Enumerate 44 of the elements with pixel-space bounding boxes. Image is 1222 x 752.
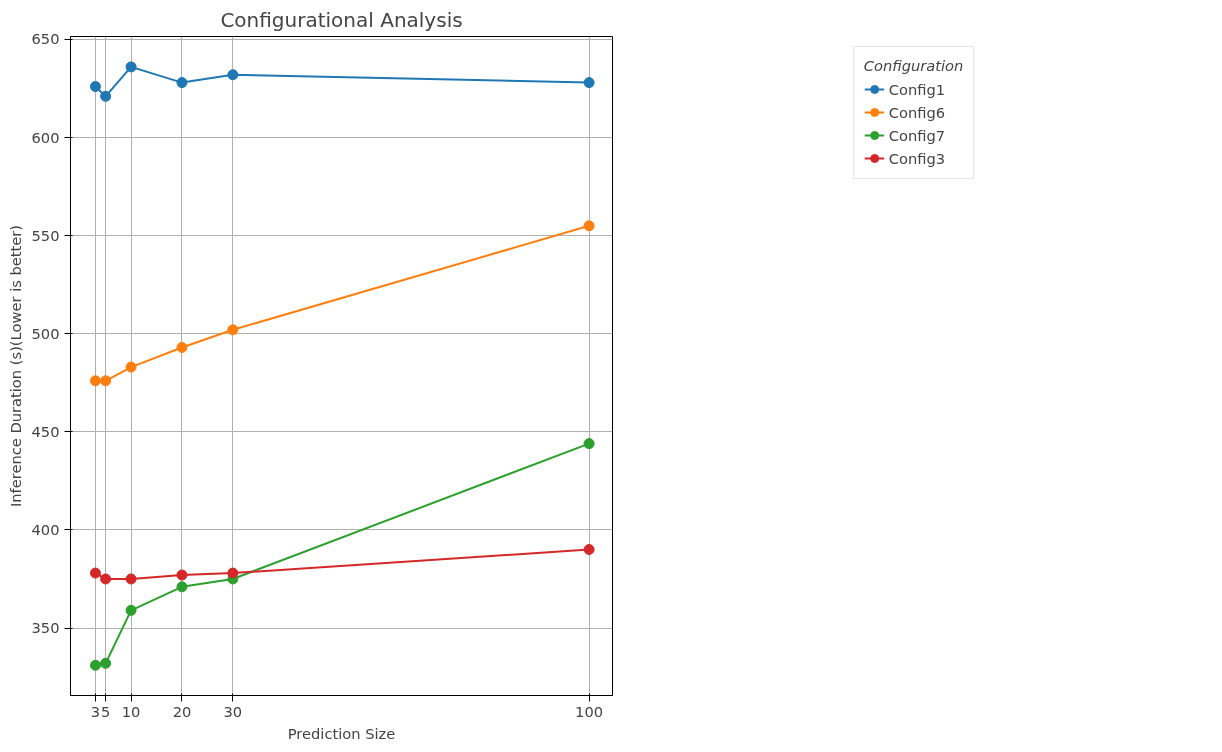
legend-label: Config1 — [888, 80, 946, 98]
point — [176, 581, 188, 593]
y-tick-label: 650 — [31, 30, 60, 48]
point — [125, 604, 137, 616]
x-tick-label: 3 — [90, 702, 101, 720]
point — [583, 220, 595, 232]
point — [583, 77, 595, 89]
point — [100, 90, 112, 102]
legend-label: Config3 — [888, 149, 946, 167]
point — [583, 438, 595, 450]
x-tick-label: 10 — [121, 702, 141, 720]
x-tick-label: 20 — [172, 702, 192, 720]
point — [227, 324, 239, 336]
point — [89, 659, 101, 671]
point — [125, 61, 137, 73]
legend-title: Configuration — [863, 57, 964, 74]
point — [89, 567, 101, 579]
y-tick-label: 600 — [31, 128, 60, 146]
point — [100, 657, 112, 669]
x-tick-label: 100 — [575, 702, 604, 720]
legend-label: Config7 — [888, 126, 946, 144]
y-tick-label: 350 — [31, 619, 60, 637]
y-tick-label: 400 — [31, 520, 60, 538]
point — [583, 544, 595, 556]
point — [176, 341, 188, 353]
point — [125, 573, 137, 585]
legend-label: Config6 — [888, 103, 946, 121]
point — [227, 69, 239, 81]
x-tick-label: 5 — [100, 702, 111, 720]
point — [176, 569, 188, 581]
x-axis-title: Prediction Size — [287, 724, 396, 742]
y-tick-label: 550 — [31, 226, 60, 244]
point — [176, 77, 188, 89]
point — [100, 375, 112, 387]
x-tick-label: 30 — [223, 702, 243, 720]
y-tick-label: 450 — [31, 422, 60, 440]
point — [89, 81, 101, 93]
y-axis-title: Inference Duration (s)(Lower is better) — [6, 224, 24, 508]
point — [125, 361, 137, 373]
point — [100, 573, 112, 585]
point — [89, 375, 101, 387]
y-tick-label: 500 — [31, 324, 60, 342]
point — [227, 567, 239, 579]
chart-title: Configurational Analysis — [220, 7, 463, 32]
